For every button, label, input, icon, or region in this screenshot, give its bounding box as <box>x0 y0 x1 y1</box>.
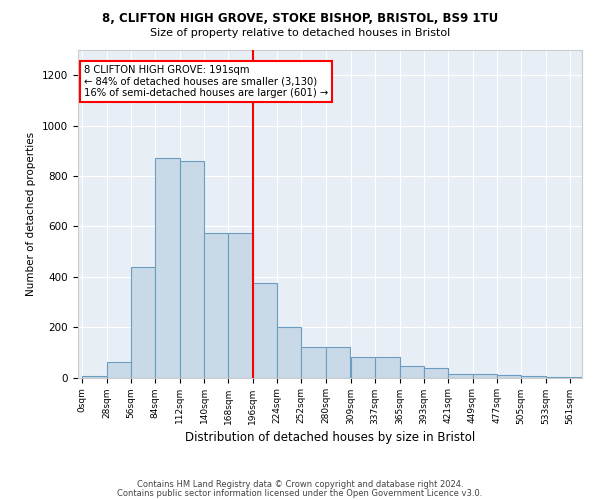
Bar <box>497 375 521 378</box>
Bar <box>131 266 155 378</box>
Text: 8 CLIFTON HIGH GROVE: 191sqm
← 84% of detached houses are smaller (3,130)
16% of: 8 CLIFTON HIGH GROVE: 191sqm ← 84% of de… <box>84 65 328 98</box>
Bar <box>400 366 424 378</box>
X-axis label: Distribution of detached houses by size in Bristol: Distribution of detached houses by size … <box>185 430 475 444</box>
Bar <box>521 376 545 378</box>
Bar <box>326 348 350 378</box>
Bar <box>155 158 179 378</box>
Bar <box>229 232 253 378</box>
Bar <box>253 283 277 378</box>
Bar <box>351 358 375 378</box>
Bar <box>545 377 570 378</box>
Bar <box>179 161 204 378</box>
Bar <box>301 348 326 378</box>
Bar <box>107 362 131 378</box>
Text: Contains public sector information licensed under the Open Government Licence v3: Contains public sector information licen… <box>118 488 482 498</box>
Bar <box>204 232 229 378</box>
Text: Size of property relative to detached houses in Bristol: Size of property relative to detached ho… <box>150 28 450 38</box>
Bar <box>375 358 400 378</box>
Bar <box>473 374 497 378</box>
Bar <box>424 368 448 378</box>
Y-axis label: Number of detached properties: Number of detached properties <box>26 132 37 296</box>
Text: 8, CLIFTON HIGH GROVE, STOKE BISHOP, BRISTOL, BS9 1TU: 8, CLIFTON HIGH GROVE, STOKE BISHOP, BRI… <box>102 12 498 26</box>
Text: Contains HM Land Registry data © Crown copyright and database right 2024.: Contains HM Land Registry data © Crown c… <box>137 480 463 489</box>
Bar <box>82 376 107 378</box>
Bar <box>448 374 473 378</box>
Bar <box>277 327 301 378</box>
